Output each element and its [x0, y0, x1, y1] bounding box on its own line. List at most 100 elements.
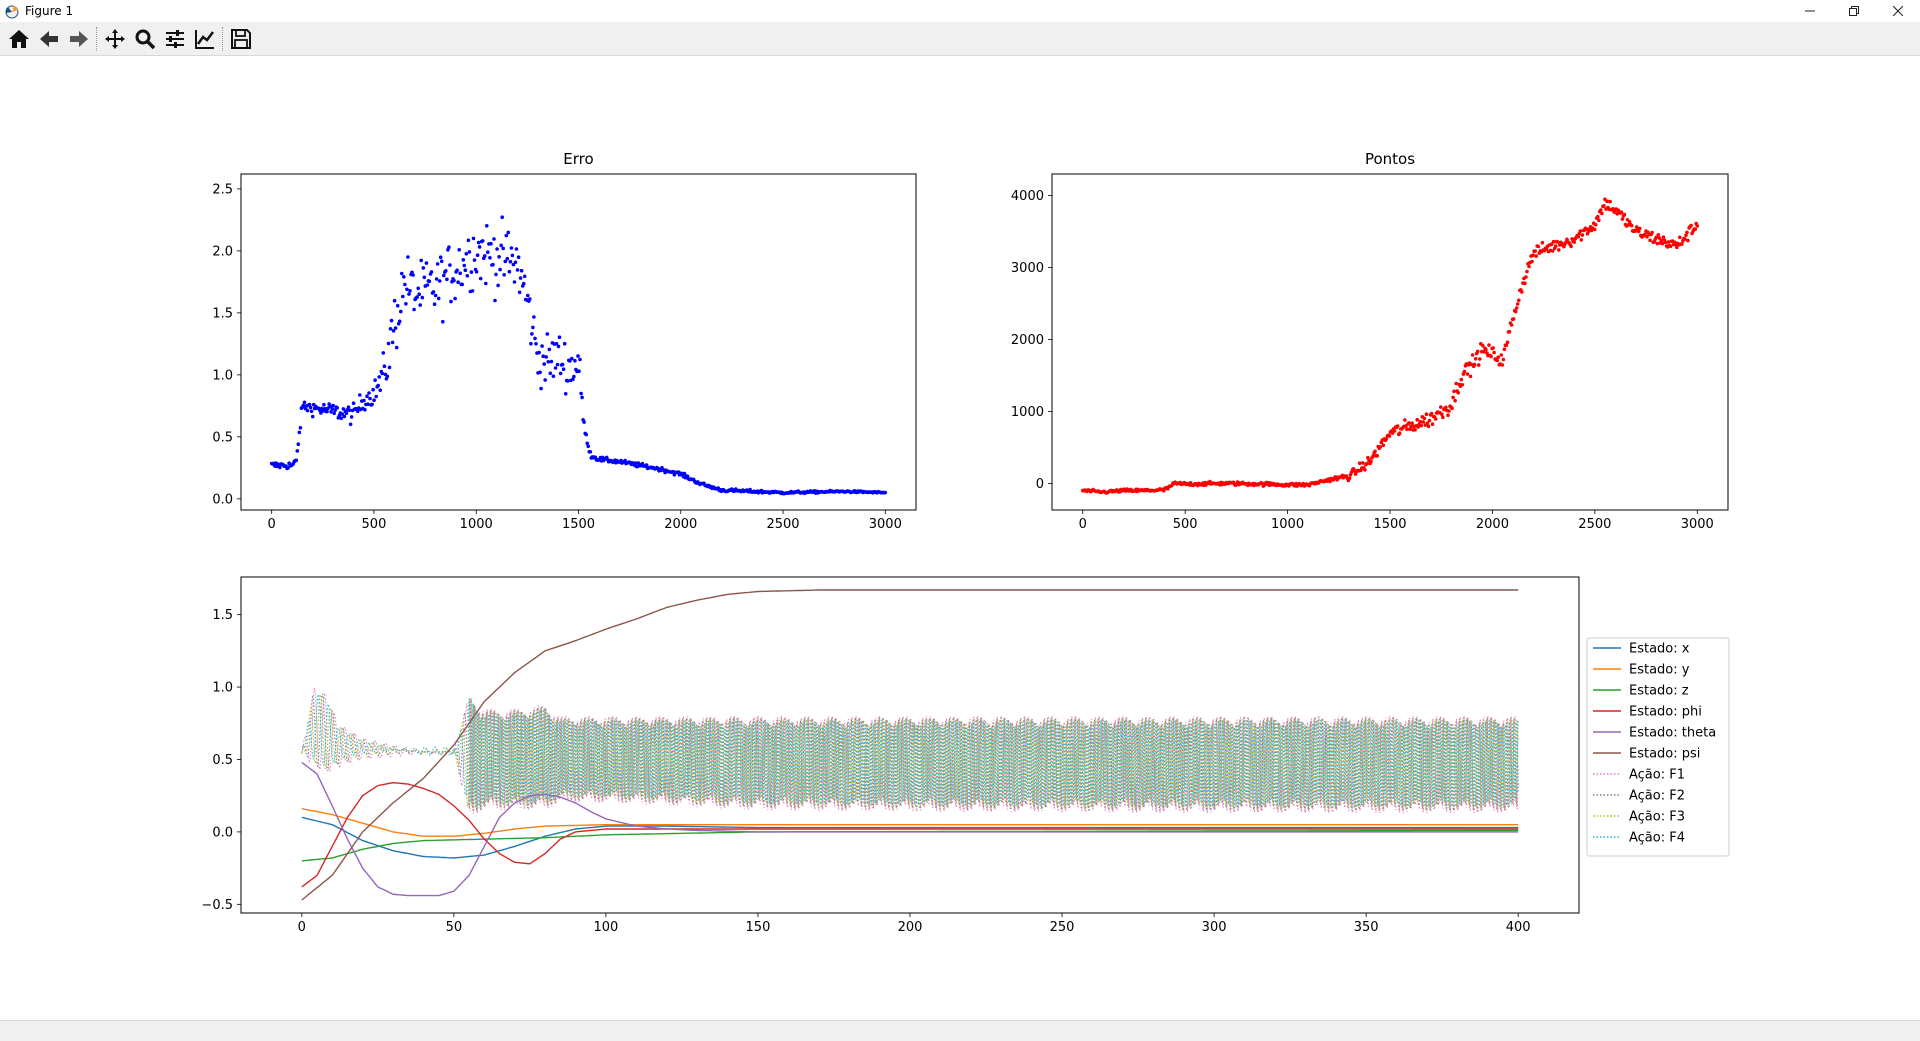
data-point [1536, 244, 1541, 249]
data-point [1426, 424, 1431, 429]
back-button[interactable] [34, 24, 64, 54]
pan-button[interactable] [100, 24, 130, 54]
legend-entry: Estado: psi [1629, 747, 1700, 762]
series-line-estado-theta [301, 761, 1519, 897]
data-point [465, 274, 470, 278]
forward-button[interactable] [64, 24, 94, 54]
x-tick-label: 200 [898, 920, 923, 935]
data-point [1375, 454, 1379, 458]
data-point [463, 268, 468, 272]
data-point [513, 260, 518, 265]
data-point [297, 430, 302, 435]
data-point [1555, 240, 1560, 244]
data-point [562, 341, 567, 346]
data-point [1409, 424, 1413, 429]
data-point [294, 458, 299, 463]
window-title: Figure 1 [25, 4, 74, 18]
data-point [558, 371, 563, 376]
data-point [424, 261, 429, 265]
legend-entry: Estado: z [1629, 684, 1689, 699]
data-point [508, 259, 513, 264]
data-point [1684, 233, 1688, 237]
data-point [348, 422, 353, 427]
data-point [1387, 434, 1392, 438]
data-point [1378, 445, 1383, 449]
data-point [435, 262, 440, 266]
data-point [1481, 343, 1485, 348]
configure-subplots-button[interactable] [160, 24, 190, 54]
data-point [1395, 424, 1400, 428]
data-point [432, 302, 437, 306]
data-point [412, 307, 416, 312]
data-point [386, 341, 391, 346]
save-button[interactable] [226, 24, 256, 54]
data-point [1578, 229, 1583, 233]
data-point [431, 290, 436, 294]
data-point [563, 392, 568, 396]
x-tick-label: 0 [268, 517, 276, 532]
edit-axis-button[interactable] [190, 24, 220, 54]
data-point [433, 293, 438, 298]
data-point [305, 408, 310, 413]
data-point [883, 490, 888, 495]
data-point [1439, 405, 1443, 409]
data-point [1633, 229, 1638, 233]
data-point [1421, 420, 1426, 424]
data-point [493, 298, 497, 303]
data-point [1579, 238, 1584, 242]
data-point [1422, 416, 1427, 421]
data-point [489, 241, 493, 246]
data-point [1373, 449, 1377, 454]
data-point [1666, 240, 1671, 244]
data-point [1619, 210, 1624, 214]
data-point [1576, 234, 1581, 239]
data-point [1515, 302, 1520, 306]
data-point [367, 391, 371, 395]
data-point [1629, 223, 1634, 228]
series-line-estado-y [301, 808, 1519, 837]
data-point [1509, 323, 1514, 327]
data-point [1371, 454, 1375, 458]
data-point [467, 250, 472, 254]
data-point [455, 268, 459, 273]
axes-frame [1051, 173, 1729, 511]
data-point [585, 441, 589, 446]
data-point [1365, 461, 1369, 466]
legend-entry: Estado: phi [1629, 705, 1702, 720]
x-tick-label: 100 [593, 920, 618, 935]
restore-button[interactable] [1832, 0, 1876, 22]
y-tick-label: 0 [1036, 477, 1044, 492]
data-point [484, 281, 488, 286]
home-button[interactable] [4, 24, 34, 54]
data-point [416, 286, 421, 291]
x-tick-label: 150 [746, 920, 771, 935]
x-tick-label: 3000 [869, 517, 902, 532]
data-point [410, 270, 414, 275]
legend-entry: Ação: F1 [1629, 768, 1685, 783]
data-point [404, 302, 408, 306]
data-point [278, 465, 282, 470]
data-point [1418, 419, 1423, 424]
close-button[interactable] [1876, 0, 1920, 22]
zoom-button[interactable] [130, 24, 160, 54]
data-point [578, 357, 582, 362]
data-point [1403, 418, 1407, 422]
data-point [507, 269, 512, 274]
data-point [363, 408, 367, 412]
window-titlebar: Figure 1 [0, 0, 1920, 22]
data-point [1689, 223, 1693, 228]
data-point [510, 253, 515, 258]
data-point [466, 238, 471, 243]
data-point [447, 245, 451, 249]
data-point [1675, 245, 1679, 249]
x-tick-label: 300 [1202, 920, 1227, 935]
data-point [515, 268, 520, 272]
data-point [378, 388, 383, 393]
data-point [1592, 227, 1597, 232]
data-point [406, 255, 410, 259]
edit-axis-icon [195, 29, 214, 49]
x-tick-label: 2500 [1578, 517, 1611, 532]
figure-canvas[interactable]: 0 500 1000 1500 2000 2500 3000 0.0 0.5 1.0 1.5 2.0 2… [0, 56, 1920, 1020]
data-point [1424, 412, 1429, 417]
minimize-button[interactable] [1788, 0, 1832, 22]
